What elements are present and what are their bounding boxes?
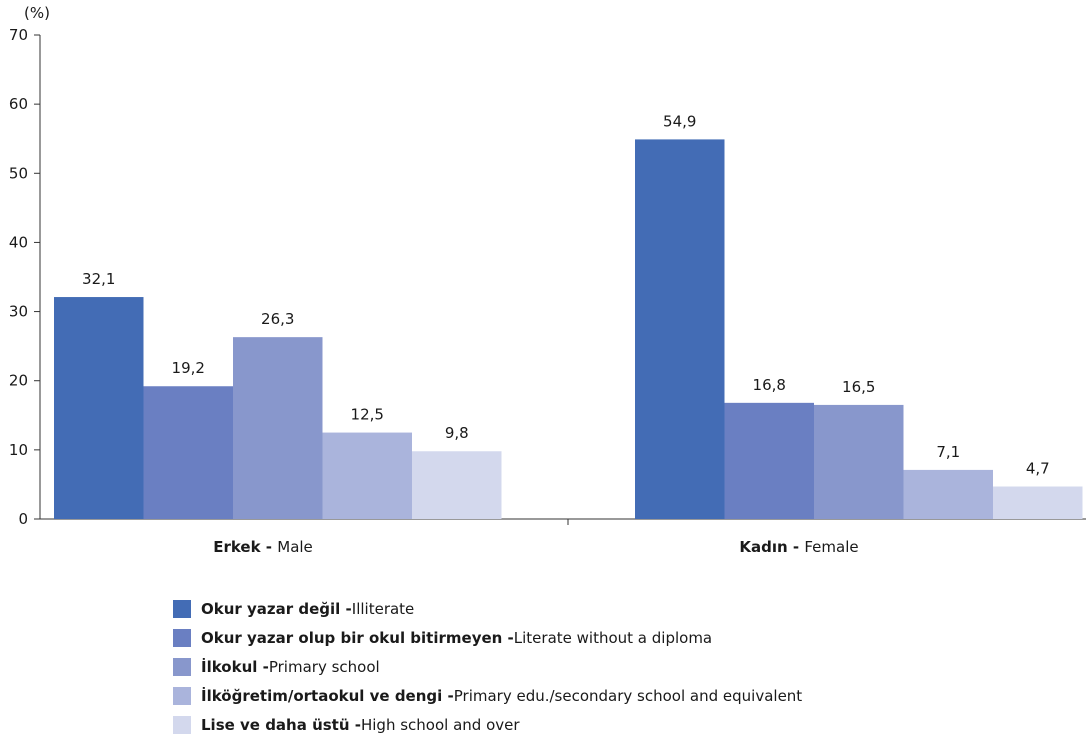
legend-label-en: High school and over (360, 715, 520, 734)
bar (635, 139, 725, 520)
legend-label-en: Primary school (268, 657, 380, 676)
legend-label-en: Literate without a diploma (513, 628, 713, 647)
data-label: 7,1 (936, 443, 960, 461)
bar (412, 451, 502, 519)
y-tick-label: 30 (9, 303, 28, 321)
bar (724, 402, 814, 519)
data-label: 32,1 (82, 270, 115, 288)
legend-label-tr: Lise ve daha üstü - (201, 715, 361, 734)
bar (993, 486, 1083, 519)
y-tick-label: 20 (9, 372, 28, 390)
y-tick-label: 70 (9, 26, 28, 44)
data-label: 26,3 (261, 310, 294, 328)
legend-label-en: Primary edu./secondary school and equiva… (453, 686, 803, 705)
legend-label-tr: İlkokul - (201, 657, 269, 676)
legend: Okur yazar değil - Illiterate Okur yazar … (173, 594, 802, 739)
data-label: 9,8 (445, 424, 469, 442)
y-tick-label: 60 (9, 95, 28, 113)
data-label: 4,7 (1026, 460, 1050, 478)
data-labels: 32,1 19,2 26,3 12,5 9,8 54,9 16,8 16,5 7,1 4,7 (82, 112, 1050, 477)
category-label-tr: Kadın - (739, 538, 804, 556)
category-label: Kadın - Female (739, 538, 858, 556)
data-label: 16,8 (753, 376, 786, 394)
y-tick-label: 50 (9, 164, 28, 182)
bar (54, 297, 144, 519)
legend-label-tr: Okur yazar değil - (201, 599, 352, 618)
data-label: 54,9 (663, 112, 696, 130)
legend-swatch (173, 628, 191, 647)
legend-swatch (173, 599, 191, 618)
bar-chart: 0 10 20 30 40 50 60 70 (%) Erkek - Male Kadın - Fe… (9, 4, 1086, 556)
legend-item: Okur yazar değil - Illiterate (173, 594, 802, 623)
legend-item: İlköğretim/ortaokul ve dengi - Primary e… (173, 681, 802, 710)
data-label: 19,2 (172, 359, 205, 377)
legend-label-en: Illiterate (351, 599, 415, 618)
y-axis-label: (%) (24, 4, 50, 22)
data-label: 16,5 (842, 378, 875, 396)
bar (143, 386, 233, 519)
legend-swatch (173, 657, 191, 676)
category-label-en: Male (277, 538, 313, 556)
legend-label-tr: Okur yazar olup bir okul bitirmeyen - (201, 628, 514, 647)
legend-item: Lise ve daha üstü - High school and over (173, 710, 802, 739)
y-tick-label: 0 (18, 510, 28, 528)
legend-swatch (173, 686, 191, 705)
legend-item: İlkokul - Primary school (173, 652, 802, 681)
bar (233, 337, 323, 519)
bar (814, 404, 904, 519)
category-label-tr: Erkek - (213, 538, 277, 556)
y-tick-label: 10 (9, 441, 28, 459)
axes: 0 10 20 30 40 50 60 70 (%) Erkek - Male Kadın - Fe… (9, 4, 1086, 556)
y-tick-label: 40 (9, 233, 28, 251)
bar (322, 432, 412, 519)
category-label-en: Female (804, 538, 858, 556)
legend-item: Okur yazar olup bir okul bitirmeyen - Li… (173, 623, 802, 652)
legend-swatch (173, 715, 191, 734)
data-label: 12,5 (351, 406, 384, 424)
category-label: Erkek - Male (213, 538, 313, 556)
bars (54, 139, 1083, 520)
bar (903, 469, 993, 519)
legend-label-tr: İlköğretim/ortaokul ve dengi - (201, 686, 454, 705)
